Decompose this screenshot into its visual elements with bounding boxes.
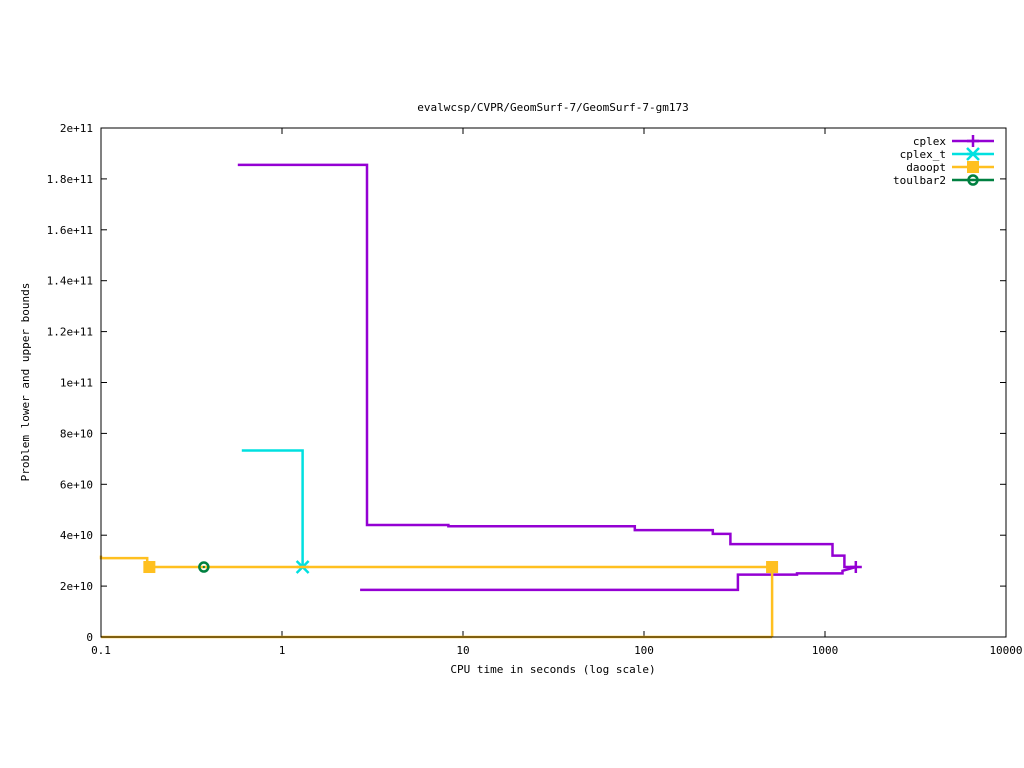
y-tick-label: 1.8e+11 — [47, 173, 93, 186]
x-tick-label: 0.1 — [91, 644, 111, 657]
plot-frame — [100, 127, 1007, 638]
series-daoopt — [99, 555, 779, 639]
data-point-marker — [766, 561, 779, 574]
data-point-marker — [143, 561, 156, 574]
data-point-marker — [967, 161, 979, 173]
series-line — [237, 163, 856, 569]
legend-label: daoopt — [906, 161, 946, 174]
y-tick-label: 1.2e+11 — [47, 326, 93, 339]
legend-label: cplex_t — [900, 148, 946, 161]
series-layer — [99, 163, 862, 639]
x-tick-label: 10000 — [989, 644, 1022, 657]
legend-label: toulbar2 — [893, 174, 946, 187]
y-tick-label: 0 — [86, 631, 93, 644]
x-tick-label: 100 — [634, 644, 654, 657]
data-point-marker — [966, 147, 980, 161]
data-point-marker — [967, 174, 979, 186]
y-tick-label: 6e+10 — [60, 478, 93, 491]
y-tick-label: 4e+10 — [60, 529, 93, 542]
chart-title: evalwcsp/CVPR/GeomSurf-7/GeomSurf-7-gm17… — [417, 101, 689, 114]
series-cplex — [237, 163, 862, 592]
y-tick-label: 1e+11 — [60, 377, 93, 390]
legend-label: cplex — [913, 135, 946, 148]
x-axis-label: CPU time in seconds (log scale) — [450, 663, 655, 676]
data-point-marker — [849, 561, 862, 574]
x-tick-label: 1000 — [812, 644, 839, 657]
y-tick-label: 8e+10 — [60, 427, 93, 440]
legend-entry: cplex_t — [900, 147, 994, 161]
x-tick-label: 10 — [456, 644, 469, 657]
series-toulbar2 — [198, 561, 210, 573]
y-tick-label: 1.4e+11 — [47, 275, 93, 288]
y-tick-label: 1.6e+11 — [47, 224, 93, 237]
legend-entry: daoopt — [906, 161, 994, 174]
data-point-marker — [967, 135, 979, 147]
x-tick-label: 1 — [279, 644, 286, 657]
y-tick-label: 2e+10 — [60, 580, 93, 593]
legend-entry: toulbar2 — [893, 174, 994, 187]
series-line — [360, 565, 857, 592]
data-point-marker — [198, 561, 210, 573]
legend-entry: cplex — [913, 135, 994, 148]
series-line — [99, 555, 774, 637]
axis-ticks: 0.1 1 10 100 1000 10000 0 2e+10 4e+10 6e+10 8e+10 1… — [47, 122, 1023, 657]
y-axis-label: Problem lower and upper bounds — [19, 283, 32, 482]
y-tick-label: 2e+11 — [60, 122, 93, 135]
series-line — [241, 449, 304, 567]
series-cplex-t — [241, 449, 310, 574]
